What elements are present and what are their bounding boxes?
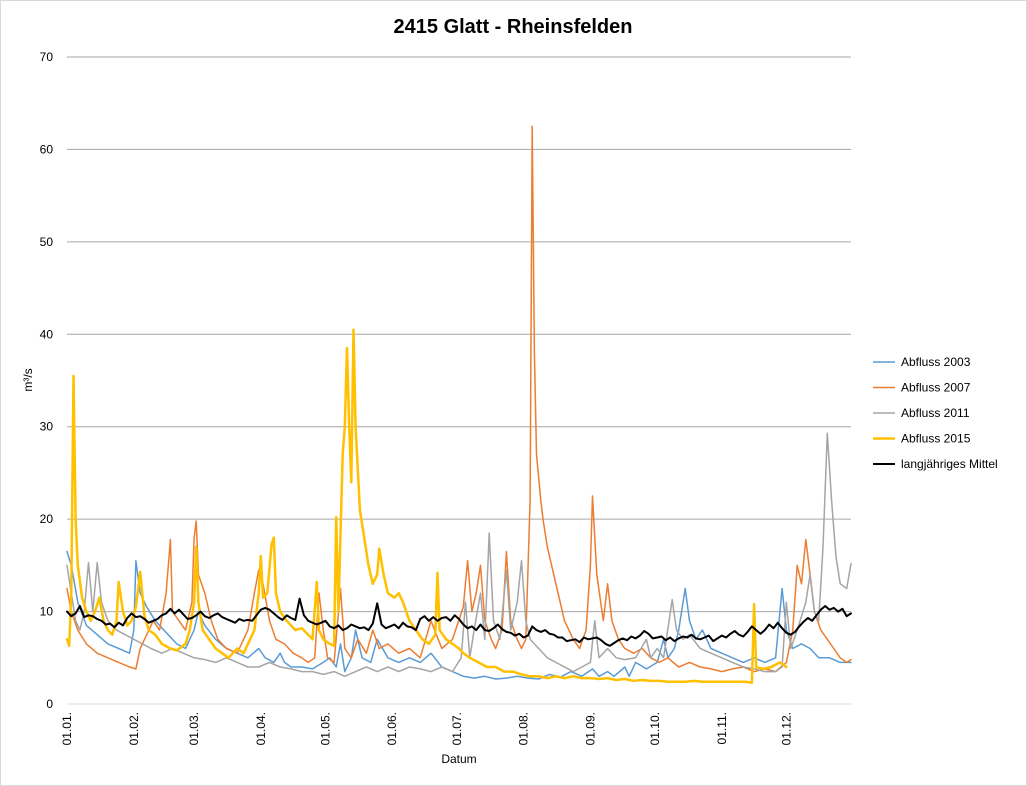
x-tick-label: 01.05. [318,712,332,745]
y-tick-label: 0 [46,697,53,711]
y-tick-label: 30 [40,420,54,434]
legend-label-2: Abfluss 2011 [901,406,970,420]
x-tick-label: 01.11. [715,712,729,744]
x-tick-label: 01.04. [254,712,268,745]
y-axis-label: m³/s [21,368,35,391]
x-tick-label: 01.01. [60,712,74,745]
x-tick-label: 01.02. [127,712,141,745]
series-line-4 [66,597,852,647]
legend-label-4: langjähriges Mittel [901,457,998,471]
x-tick-label: 01.08. [517,712,531,745]
series-line-3 [65,328,788,684]
y-tick-label: 50 [40,235,54,249]
y-tick-label: 60 [40,142,54,156]
chart-title: 2415 Glatt - Rheinsfelden [394,16,633,38]
x-tick-label: 01.06. [385,712,399,745]
y-tick-label: 70 [40,50,54,64]
x-tick-label: 01.12. [779,712,793,745]
x-tick-label: 01.10. [648,712,662,745]
x-tick-label: 01.07. [450,712,464,745]
legend: Abfluss 2003 Abfluss 2007 Abfluss 2011 Abfl… [873,355,998,471]
x-tick-label: 01.09. [583,712,597,745]
series-line-1 [66,125,852,673]
legend-label-0: Abfluss 2003 [901,355,971,369]
x-tick-label: 01.03. [187,712,201,745]
legend-label-3: Abfluss 2015 [901,432,971,446]
series-line-2 [66,432,852,678]
y-tick-label: 40 [40,327,54,341]
legend-label-1: Abfluss 2007 [901,381,971,395]
x-axis-ticks: 01.01. 01.02. 01.03. 01.04. 01.05. 01.06. 01.0… [60,712,793,745]
gridlines [67,56,851,613]
y-tick-label: 10 [40,605,54,619]
y-tick-label: 20 [40,512,54,526]
y-axis-ticks: 0 10 20 30 40 50 60 70 [40,50,54,711]
series-lines [65,125,852,684]
x-axis-label: Datum [441,752,476,766]
